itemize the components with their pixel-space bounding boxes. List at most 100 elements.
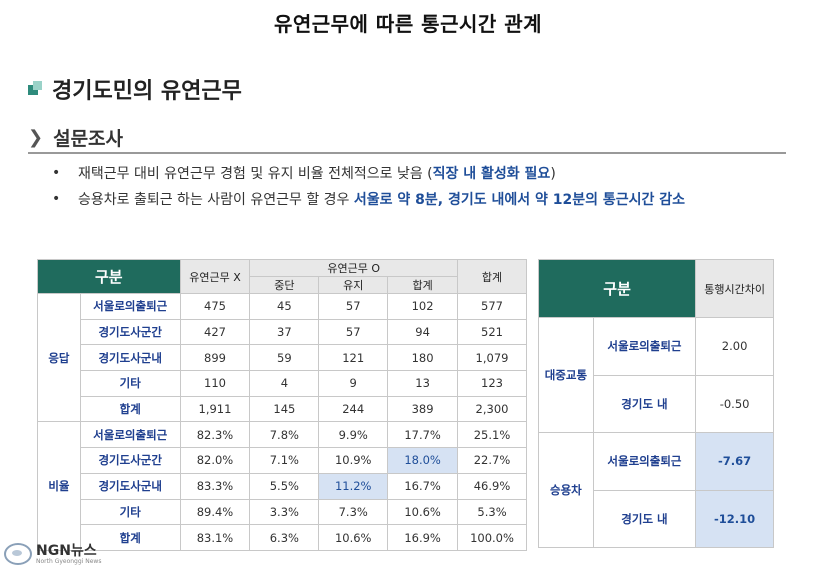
table-cell: 427 (179, 318, 251, 346)
table-cell: 7.8% (249, 421, 320, 449)
table-cell: 9 (318, 370, 389, 397)
table-cell: 13 (387, 370, 459, 397)
table-cell: 123 (457, 370, 527, 397)
table-row: 경기도사군간 427 37 57 94 521 (38, 318, 527, 346)
sub-heading: ❯ 설문조사 (28, 122, 786, 154)
row-label: 합계 (79, 395, 181, 423)
table-cell: 37 (249, 318, 320, 346)
table-cell: 9.9% (318, 421, 389, 449)
table-cell: 57 (318, 293, 389, 320)
bullet-item: • 승용차로 출퇴근 하는 사람이 유연근무 할 경우 서울로 약 8분, 경기… (52, 186, 792, 212)
table-cell: 45 (249, 293, 320, 320)
row-label: 경기도 내 (592, 489, 697, 548)
table-cell: 389 (387, 395, 459, 423)
table-cell: 2,300 (457, 395, 527, 423)
travel-time-table: 구분 통행시간차이 대중교통 서울로의출퇴근 2.00 경기도 내 -0.50 승용차 서울… (537, 259, 774, 548)
section-title: 경기도민의 유연근무 (52, 79, 242, 104)
table-row: 경기도 내 -12.10 (539, 489, 774, 548)
table-cell: 121 (318, 344, 389, 372)
header-category: 구분 (537, 259, 697, 318)
section-heading: 경기도민의 유연근무 (28, 74, 242, 104)
square-bullet-icon (28, 81, 44, 97)
table-row: 기타 89.4% 3.3% 7.3% 10.6% 5.3% (38, 498, 527, 526)
row-label: 경기도사군내 (79, 472, 181, 500)
group-label: 응답 (37, 292, 81, 423)
bullet-highlight: 직장 내 활성화 필요 (432, 166, 551, 182)
table-cell: 10.9% (318, 447, 389, 474)
sub-title: 설문조사 (53, 127, 124, 150)
table-cell: 7.3% (318, 498, 389, 526)
table-row: 합계 83.1% 6.3% 10.6% 16.9% 100.0% (38, 524, 527, 551)
table-cell: 244 (318, 395, 389, 423)
header-flex-no: 유연근무 X (179, 259, 251, 294)
group-label: 대중교통 (538, 317, 594, 433)
logo-name: NGN뉴스 (36, 542, 97, 559)
table-cell: 145 (249, 395, 320, 423)
travel-diff-cell: -12.10 (695, 489, 774, 548)
survey-table: 구분 유연근무 X 유연근무 O 합계 중단 유지 합계 응답 서울로의출퇴근 47… (37, 259, 527, 551)
table-cell: 94 (387, 318, 459, 346)
table-cell: 11.2% (318, 472, 389, 500)
table-cell: 89.4% (179, 498, 251, 526)
group-label: 비율 (37, 421, 81, 551)
globe-logo-icon (4, 543, 32, 565)
bullet-text: 승용차로 출퇴근 하는 사람이 유연근무 할 경우 (78, 192, 354, 208)
header-travel-diff: 통행시간차이 (695, 259, 774, 318)
table-cell: 83.1% (179, 524, 251, 551)
travel-diff-cell: -0.50 (695, 374, 774, 433)
row-label: 서울로의출퇴근 (592, 432, 697, 491)
table-cell: 17.7% (387, 421, 459, 449)
table-cell: 16.9% (387, 524, 459, 551)
table-cell: 899 (179, 344, 251, 372)
table-row: 경기도사군내 899 59 121 180 1,079 (38, 344, 527, 372)
header-keep: 유지 (318, 276, 389, 294)
table-cell: 3.3% (249, 498, 320, 526)
row-label: 서울로의출퇴근 (79, 293, 181, 320)
table-cell: 59 (249, 344, 320, 372)
table-row: 비율 서울로의출퇴근 82.3% 7.8% 9.9% 17.7% 25.1% (37, 421, 527, 551)
table-row: 합계 1,911 145 244 389 2,300 (38, 395, 527, 423)
row-label: 경기도사군간 (79, 447, 181, 474)
row-label: 경기도 내 (592, 374, 697, 433)
row-label: 경기도사군간 (79, 318, 181, 346)
header-flex-yes: 유연근무 O (249, 259, 459, 277)
group-label: 승용차 (538, 432, 594, 548)
travel-diff-cell: 2.00 (695, 317, 774, 376)
header-category: 구분 (37, 259, 181, 294)
table-cell: 4 (249, 370, 320, 397)
bullet-item: • 재택근무 대비 유연근무 경험 및 유지 비율 전체적으로 낮음 (직장 내… (52, 160, 792, 186)
table-cell: 82.3% (179, 421, 251, 449)
header-stop: 중단 (249, 276, 320, 294)
table-cell: 102 (387, 293, 459, 320)
travel-diff-cell: -7.67 (695, 432, 774, 491)
table-cell: 1,911 (179, 395, 251, 423)
table-cell: 10.6% (387, 498, 459, 526)
table-cell: 82.0% (179, 447, 251, 474)
row-label: 서울로의출퇴근 (592, 317, 697, 376)
table-cell: 521 (457, 318, 527, 346)
table-cell: 25.1% (457, 421, 527, 449)
table-cell: 18.0% (387, 447, 459, 474)
table-cell: 5.3% (457, 498, 527, 526)
table-cell: 475 (179, 293, 251, 320)
table-cell: 577 (457, 293, 527, 320)
row-label: 서울로의출퇴근 (79, 421, 181, 449)
bullet-after: ) (550, 166, 556, 182)
bullet-list: • 재택근무 대비 유연근무 경험 및 유지 비율 전체적으로 낮음 (직장 내… (52, 160, 792, 212)
table-cell: 100.0% (457, 524, 527, 551)
row-label: 합계 (79, 524, 181, 551)
table-row: 대중교통 서울로의출퇴근 2.00 (538, 317, 774, 433)
table-row: 경기도 내 -0.50 (539, 374, 774, 433)
table-cell: 180 (387, 344, 459, 372)
row-label: 기타 (79, 498, 181, 526)
page-title: 유연근무에 따른 통근시간 관계 (273, 12, 543, 36)
header-total: 합계 (457, 259, 527, 294)
table-row: 경기도사군간 82.0% 7.1% 10.9% 18.0% 22.7% (38, 447, 527, 474)
table-row: 기타 110 4 9 13 123 (38, 370, 527, 397)
bullet-dot-icon: • (52, 165, 61, 181)
logo-subtitle: North Gyeonggi News (36, 557, 102, 565)
table-cell: 1,079 (457, 344, 527, 372)
table-row: 응답 서울로의출퇴근 475 45 57 102 577 (37, 292, 527, 423)
bullet-highlight: 서울로 약 8분, 경기도 내에서 약 12분의 통근시간 감소 (353, 192, 686, 208)
table-cell: 7.1% (249, 447, 320, 474)
